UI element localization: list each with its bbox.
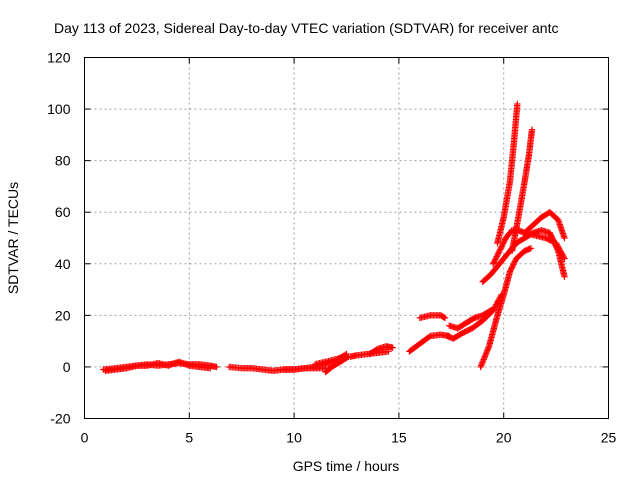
data-point bbox=[492, 256, 499, 263]
ticks-layer: 0 5 10 15 20 25 -20 0 20 40 60 80 100 120 bbox=[47, 50, 616, 446]
data-point bbox=[494, 251, 501, 259]
data-point bbox=[558, 251, 566, 258]
data-point bbox=[559, 252, 567, 260]
data-point bbox=[547, 231, 554, 238]
data-point bbox=[486, 307, 494, 315]
data-point bbox=[499, 241, 506, 249]
y-axis-label: SDTVAR / TECUs bbox=[5, 182, 21, 294]
data-point bbox=[508, 264, 516, 271]
data-point bbox=[495, 249, 503, 256]
data-point bbox=[499, 240, 507, 247]
data-point bbox=[561, 234, 568, 242]
data-point bbox=[528, 126, 536, 133]
x-tick-label: 20 bbox=[496, 430, 512, 446]
y-tick-label: 80 bbox=[55, 153, 71, 169]
data-point bbox=[496, 247, 503, 255]
y-tick-label: 120 bbox=[47, 50, 71, 66]
data-point bbox=[493, 253, 500, 260]
data-point bbox=[555, 244, 562, 251]
data-point bbox=[492, 254, 500, 262]
data-point bbox=[527, 245, 535, 252]
y-tick-label: 40 bbox=[55, 256, 71, 272]
data-point bbox=[494, 250, 502, 257]
data-point bbox=[213, 363, 220, 371]
data-point bbox=[546, 229, 554, 237]
data-point bbox=[552, 239, 560, 247]
data-point bbox=[487, 307, 495, 314]
data-point bbox=[389, 344, 396, 351]
data-point bbox=[556, 246, 564, 254]
data-point bbox=[511, 258, 519, 265]
y-tick-label: 60 bbox=[55, 204, 71, 220]
data-point bbox=[501, 237, 508, 245]
x-tick-label: 10 bbox=[286, 430, 302, 446]
data-point bbox=[514, 100, 521, 108]
x-tick-label: 15 bbox=[391, 430, 407, 446]
series-arc-6 bbox=[322, 353, 352, 376]
y-tick-label: -20 bbox=[50, 411, 70, 427]
series-arc-16 bbox=[494, 100, 521, 247]
data-point bbox=[500, 239, 507, 246]
data-point bbox=[497, 246, 504, 253]
data-point bbox=[207, 365, 214, 372]
data-point bbox=[558, 249, 565, 257]
data-point bbox=[557, 248, 564, 255]
series-arc-9 bbox=[406, 331, 453, 355]
series-arc-14 bbox=[479, 227, 568, 286]
data-point bbox=[491, 304, 498, 311]
data-point bbox=[490, 259, 498, 266]
data-point bbox=[508, 265, 515, 272]
series-arc-8 bbox=[366, 343, 396, 358]
x-tick-label: 25 bbox=[601, 430, 617, 446]
data-point bbox=[510, 261, 517, 268]
data-point bbox=[561, 255, 568, 262]
data-point bbox=[490, 305, 498, 312]
data-point bbox=[490, 260, 497, 267]
data-point bbox=[510, 259, 518, 267]
y-tick-label: 0 bbox=[63, 359, 71, 375]
data-point bbox=[440, 314, 448, 321]
y-tick-label: 20 bbox=[55, 307, 71, 323]
series-arc-12 bbox=[446, 307, 495, 332]
x-axis-label: GPS time / hours bbox=[293, 458, 400, 474]
y-tick-label: 100 bbox=[47, 101, 71, 117]
data-point bbox=[507, 266, 514, 274]
marks-layer bbox=[100, 100, 568, 376]
data-point bbox=[560, 254, 567, 261]
x-tick-label: 5 bbox=[185, 430, 193, 446]
data-point bbox=[555, 245, 563, 252]
data-point bbox=[497, 244, 505, 252]
plot-frame bbox=[84, 57, 609, 419]
data-point bbox=[554, 242, 561, 250]
series-arc-18 bbox=[521, 209, 568, 242]
chart-title: Day 113 of 2023, Sidereal Day-to-day VTE… bbox=[54, 20, 558, 36]
data-point bbox=[561, 273, 568, 280]
data-point bbox=[441, 314, 449, 322]
data-point bbox=[509, 262, 516, 269]
data-point bbox=[491, 257, 498, 265]
x-tick-label: 0 bbox=[81, 430, 89, 446]
data-point bbox=[344, 354, 351, 361]
data-point bbox=[553, 241, 561, 248]
series-arc-17 bbox=[508, 126, 536, 255]
series-arc-13 bbox=[477, 245, 535, 371]
data-point bbox=[506, 268, 514, 275]
series-arc-2 bbox=[102, 358, 214, 374]
data-point bbox=[498, 243, 505, 250]
series-arc-10 bbox=[416, 312, 449, 322]
